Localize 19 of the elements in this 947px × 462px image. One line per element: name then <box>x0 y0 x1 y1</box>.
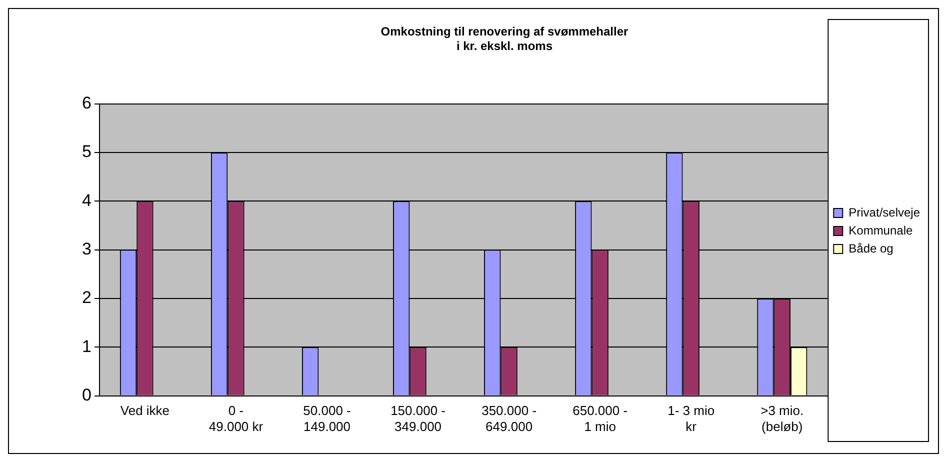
legend-label: Privat/selveje <box>848 205 920 220</box>
x-tick-label: 50.000 - 149.000 <box>303 403 351 434</box>
x-tick-label: 650.000 - 1 mio <box>572 403 628 434</box>
y-tick-label: 1 <box>82 336 92 356</box>
y-tick-label: 2 <box>82 288 92 308</box>
x-tick-label: >3 mio. (beløb) <box>760 403 804 434</box>
y-tick-label: 0 <box>82 385 92 404</box>
y-tick-label: 3 <box>82 239 92 258</box>
x-tick-label: 350.000 - 649.000 <box>482 403 537 434</box>
chart-title: Omkostning til renovering af svømmehaller i kr. ekskl. moms <box>380 24 629 53</box>
y-tick-label: 4 <box>82 190 92 210</box>
x-tick-label: Ved ikke <box>120 403 170 418</box>
y-tick-label: 6 <box>82 93 92 112</box>
x-tick-label: 150.000 - 349.000 <box>390 403 446 434</box>
legend-label: Kommunale <box>848 223 913 238</box>
x-tick-label: 1- 3 mio kr <box>668 403 715 434</box>
x-tick-label: 0 - 49.000 kr <box>208 403 264 434</box>
y-tick-label: 5 <box>82 142 92 162</box>
legend-label: Både og <box>848 241 894 256</box>
